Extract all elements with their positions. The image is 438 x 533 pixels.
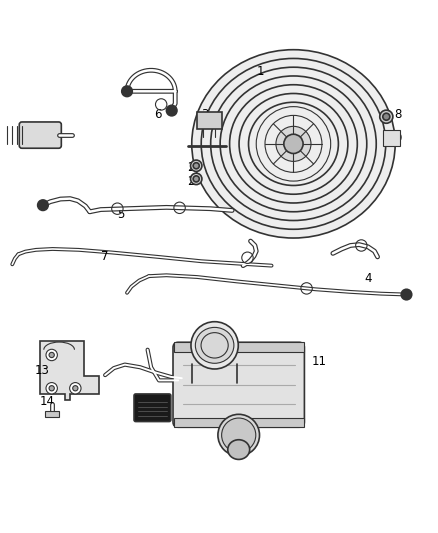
Text: 8: 8 xyxy=(394,108,401,120)
FancyBboxPatch shape xyxy=(173,342,304,427)
Text: 12: 12 xyxy=(198,340,213,353)
Circle shape xyxy=(49,352,54,358)
Text: 11: 11 xyxy=(311,356,326,368)
FancyBboxPatch shape xyxy=(174,418,304,427)
Circle shape xyxy=(38,200,48,211)
Text: 5: 5 xyxy=(117,208,124,221)
FancyBboxPatch shape xyxy=(383,130,400,147)
Circle shape xyxy=(70,383,81,394)
Text: 7: 7 xyxy=(101,251,109,263)
Circle shape xyxy=(46,383,57,394)
Text: 3: 3 xyxy=(201,108,208,120)
FancyBboxPatch shape xyxy=(134,394,171,422)
FancyBboxPatch shape xyxy=(45,411,59,417)
Circle shape xyxy=(193,163,199,169)
Circle shape xyxy=(380,110,393,123)
Ellipse shape xyxy=(192,50,395,238)
Circle shape xyxy=(166,106,177,116)
Circle shape xyxy=(46,349,57,361)
FancyBboxPatch shape xyxy=(174,342,304,352)
Circle shape xyxy=(191,173,202,184)
Circle shape xyxy=(191,160,202,172)
Text: 6: 6 xyxy=(154,108,162,120)
Text: 1: 1 xyxy=(257,65,265,78)
Polygon shape xyxy=(40,341,99,400)
Text: 14: 14 xyxy=(40,395,55,408)
Ellipse shape xyxy=(276,126,311,161)
Circle shape xyxy=(401,289,412,300)
Circle shape xyxy=(49,386,54,391)
Text: 4: 4 xyxy=(364,272,372,285)
Circle shape xyxy=(284,134,303,154)
Circle shape xyxy=(383,113,390,120)
Ellipse shape xyxy=(195,327,234,364)
Text: 10: 10 xyxy=(28,132,43,145)
Ellipse shape xyxy=(222,418,256,452)
FancyBboxPatch shape xyxy=(197,112,222,129)
Text: 2: 2 xyxy=(187,175,194,188)
Circle shape xyxy=(73,386,78,391)
Text: 9: 9 xyxy=(394,132,402,145)
Ellipse shape xyxy=(228,440,250,459)
FancyBboxPatch shape xyxy=(19,122,61,148)
Circle shape xyxy=(193,176,199,182)
Text: 2: 2 xyxy=(187,161,194,174)
Ellipse shape xyxy=(218,414,259,456)
Ellipse shape xyxy=(191,322,238,369)
Text: 13: 13 xyxy=(34,364,49,377)
Circle shape xyxy=(122,86,132,96)
